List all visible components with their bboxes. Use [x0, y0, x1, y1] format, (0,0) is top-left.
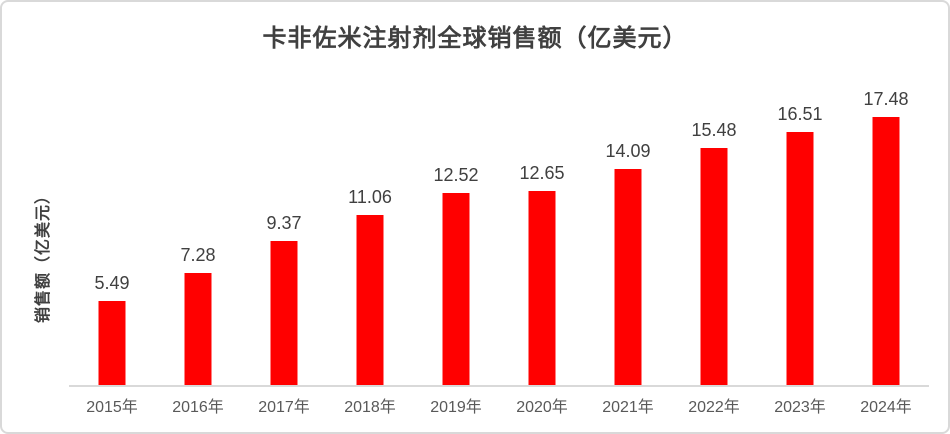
x-axis-label: 2017年: [258, 399, 310, 416]
x-axis-label: 2015年: [86, 399, 138, 416]
x-axis-label: 2018年: [344, 399, 396, 416]
bar-2018年: [356, 215, 384, 385]
x-axis-label: 2023年: [774, 399, 826, 416]
bar-value-label: 16.51: [777, 104, 823, 124]
bar-value-label: 11.06: [348, 187, 392, 207]
bar-value-label: 15.48: [691, 120, 737, 140]
bar-2019年: [442, 193, 470, 385]
bar-group-2017年: 9.37 2017年: [241, 2, 327, 432]
bar-value-label: 5.49: [94, 273, 130, 293]
bar-group-2024年: 17.48 2024年: [843, 2, 929, 432]
bar-group-2019年: 12.52 2019年: [413, 2, 499, 432]
x-axis-line: [69, 385, 929, 387]
bar-group-2021年: 14.09 2021年: [585, 2, 671, 432]
bar-value-label: 14.09: [605, 141, 651, 161]
bar-2016年: [184, 273, 212, 385]
bar-group-2023年: 16.51 2023年: [757, 2, 843, 432]
bar-value-label: 17.48: [863, 89, 909, 109]
bar-value-label: 7.28: [180, 245, 216, 265]
bar-2020年: [528, 191, 556, 385]
bar-group-2016年: 7.28 2016年: [155, 2, 241, 432]
bar-2022年: [700, 148, 728, 385]
x-axis-label: 2020年: [516, 399, 568, 416]
chart-title: 卡非佐米注射剂全球销售额（亿美元）: [262, 26, 688, 52]
bar-group-2020年: 12.65 2020年: [499, 2, 585, 432]
x-axis-label: 2021年: [602, 399, 654, 416]
y-axis-title: 销售额（亿美元）: [35, 186, 52, 324]
plot-area: 5.49 2015年 7.28 2016年 9.37 2017年 11.06 2018年 12.…: [69, 2, 929, 432]
bar-group-2015年: 5.49 2015年: [69, 2, 155, 432]
bar-group-2018年: 11.06 2018年: [327, 2, 413, 432]
bar-2015年: [98, 301, 126, 385]
bar-value-label: 12.52: [433, 165, 479, 185]
bar-2024年: [872, 117, 900, 385]
bar-group-2022年: 15.48 2022年: [671, 2, 757, 432]
x-axis-label: 2024年: [860, 399, 912, 416]
x-axis-label: 2016年: [172, 399, 224, 416]
x-axis-label: 2019年: [430, 399, 482, 416]
bar-value-label: 9.37: [266, 213, 302, 233]
x-axis-label: 2022年: [688, 399, 740, 416]
bar-2017年: [270, 241, 298, 385]
bar-2023年: [786, 132, 814, 385]
bar-2021年: [614, 169, 642, 385]
bar-value-label: 12.65: [519, 163, 565, 183]
